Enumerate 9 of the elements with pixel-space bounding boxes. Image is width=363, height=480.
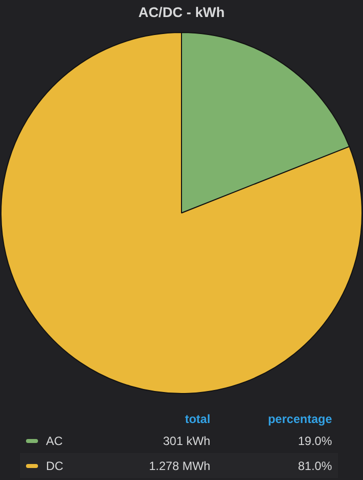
data-label: 19.0% xyxy=(296,432,333,450)
text: 301 kWh xyxy=(162,434,210,448)
slice-label: DC xyxy=(45,458,64,474)
legend-label: AC xyxy=(45,432,64,450)
text: percentage xyxy=(266,411,333,428)
data-label: 81.0% xyxy=(296,458,333,474)
text: total xyxy=(184,411,212,428)
text: 1.278 MWh xyxy=(148,458,210,472)
chart-title: AC/DC - kWh xyxy=(137,4,226,20)
